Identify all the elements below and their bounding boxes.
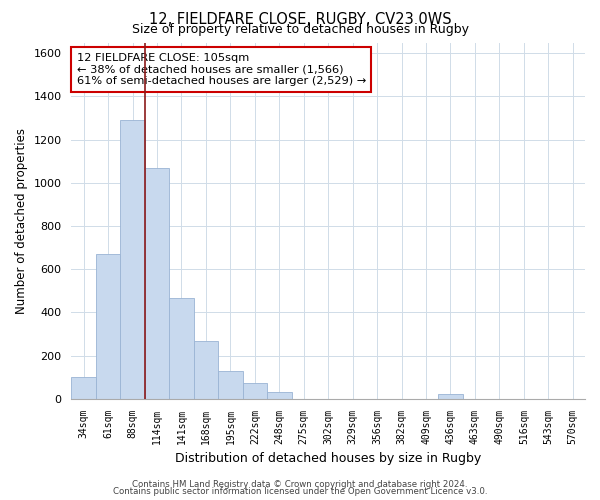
Y-axis label: Number of detached properties: Number of detached properties — [15, 128, 28, 314]
Bar — [169, 298, 194, 398]
Bar — [267, 392, 292, 398]
Text: Contains HM Land Registry data © Crown copyright and database right 2024.: Contains HM Land Registry data © Crown c… — [132, 480, 468, 489]
Text: Contains public sector information licensed under the Open Government Licence v3: Contains public sector information licen… — [113, 487, 487, 496]
Bar — [242, 382, 267, 398]
Bar — [71, 377, 96, 398]
Bar — [145, 168, 169, 398]
Bar — [194, 342, 218, 398]
Bar — [121, 120, 145, 398]
Text: 12, FIELDFARE CLOSE, RUGBY, CV23 0WS: 12, FIELDFARE CLOSE, RUGBY, CV23 0WS — [149, 12, 451, 26]
Bar — [218, 370, 242, 398]
Text: 12 FIELDFARE CLOSE: 105sqm
← 38% of detached houses are smaller (1,566)
61% of s: 12 FIELDFARE CLOSE: 105sqm ← 38% of deta… — [77, 53, 366, 86]
Bar — [438, 394, 463, 398]
Bar — [96, 254, 121, 398]
Text: Size of property relative to detached houses in Rugby: Size of property relative to detached ho… — [131, 24, 469, 36]
X-axis label: Distribution of detached houses by size in Rugby: Distribution of detached houses by size … — [175, 452, 481, 465]
